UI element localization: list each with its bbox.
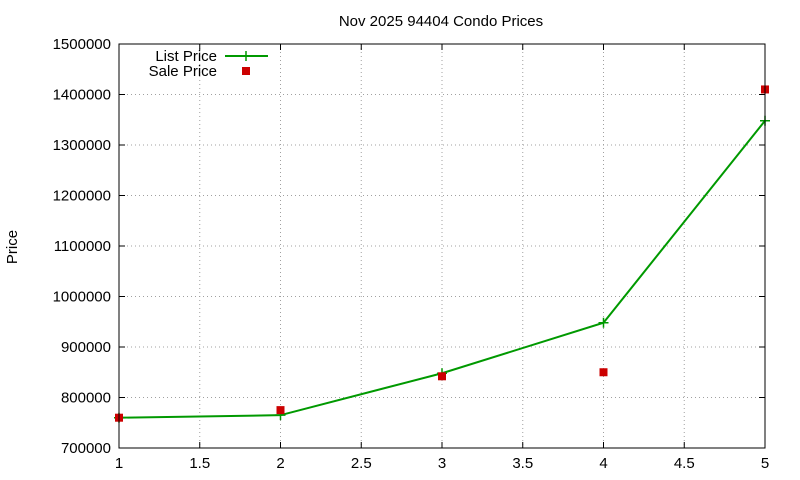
legend-label-list-price: List Price <box>155 48 217 65</box>
sale-price-point <box>276 406 285 415</box>
chart-title: Nov 2025 94404 Condo Prices <box>339 13 543 30</box>
legend-marker-list-price <box>241 51 251 61</box>
x-tick-label: 4.5 <box>674 455 695 472</box>
y-tick-label: 1100000 <box>54 238 111 255</box>
legend-marker-sale-price <box>242 67 250 75</box>
legend-label-sale-price: Sale Price <box>149 63 217 80</box>
x-tick-label: 1 <box>115 455 123 472</box>
y-tick-label: 700000 <box>61 440 111 457</box>
sale-price-point <box>438 372 446 381</box>
x-tick-label: 2 <box>276 455 284 472</box>
x-tick-label: 3 <box>438 455 446 472</box>
y-tick-label: 1500000 <box>53 36 111 53</box>
y-tick-label: 1200000 <box>53 188 111 205</box>
x-tick-label: 2.5 <box>351 455 372 472</box>
grid <box>119 44 765 448</box>
x-tick-label: 4 <box>599 455 607 472</box>
y-tick-label: 1000000 <box>53 289 111 306</box>
x-tick-label: 1.5 <box>189 455 210 472</box>
y-tick-label: 1400000 <box>53 87 111 104</box>
x-tick-label: 5 <box>761 455 769 472</box>
sale-price-point <box>599 368 608 377</box>
y-tick-label: 900000 <box>61 339 111 356</box>
list-price-point <box>598 317 609 328</box>
x-tick-label: 3.5 <box>512 455 533 472</box>
y-tick-label: 1300000 <box>53 137 111 154</box>
axis-ticks: 1 1.5 2 2.5 3 3.5 4 4.5 5 700000 800000 900000 10000… <box>53 36 770 472</box>
y-axis-label: Price <box>4 230 21 264</box>
plot-frame <box>118 43 766 449</box>
y-tick-label: 800000 <box>61 390 111 407</box>
